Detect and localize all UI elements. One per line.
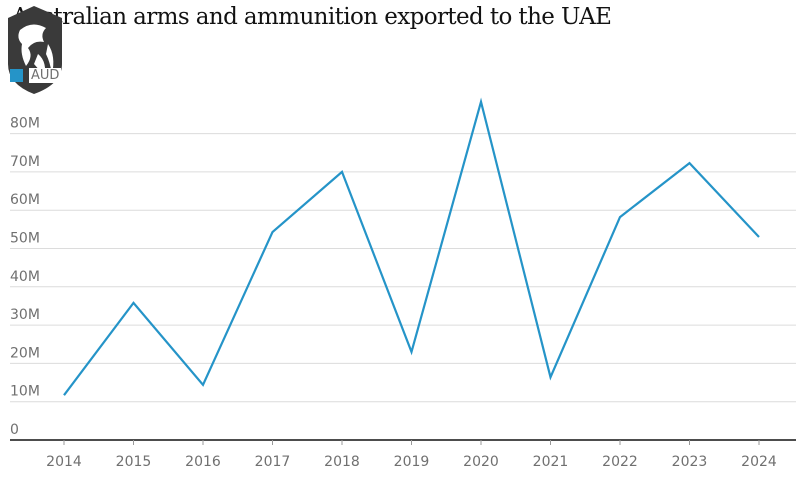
y-tick-label: 10M (10, 384, 40, 400)
y-tick-label: 30M (10, 307, 40, 323)
legend-swatch (10, 69, 23, 82)
y-tick-label: 80M (10, 116, 40, 132)
x-tick-label: 2018 (324, 454, 360, 470)
y-tick-label: 50M (10, 231, 40, 247)
x-tick-label: 2024 (741, 454, 777, 470)
chart-title: Australian arms and ammunition exported … (12, 4, 612, 30)
x-tick-label: 2014 (46, 454, 82, 470)
x-tick-label: 2016 (185, 454, 221, 470)
y-tick-label: 60M (10, 192, 40, 208)
x-tick-label: 2022 (602, 454, 638, 470)
legend: AUD (10, 68, 62, 83)
x-tick-label: 2023 (672, 454, 708, 470)
y-tick-label: 40M (10, 269, 40, 285)
y-tick-label: 0 (10, 422, 19, 438)
y-tick-label: 20M (10, 345, 40, 361)
x-tick-label: 2017 (255, 454, 291, 470)
legend-label: AUD (29, 68, 62, 83)
y-tick-label: 70M (10, 154, 40, 170)
x-tick-label: 2015 (116, 454, 152, 470)
x-tick-label: 2021 (533, 454, 569, 470)
x-tick-label: 2020 (463, 454, 499, 470)
x-tick-label: 2019 (394, 454, 430, 470)
